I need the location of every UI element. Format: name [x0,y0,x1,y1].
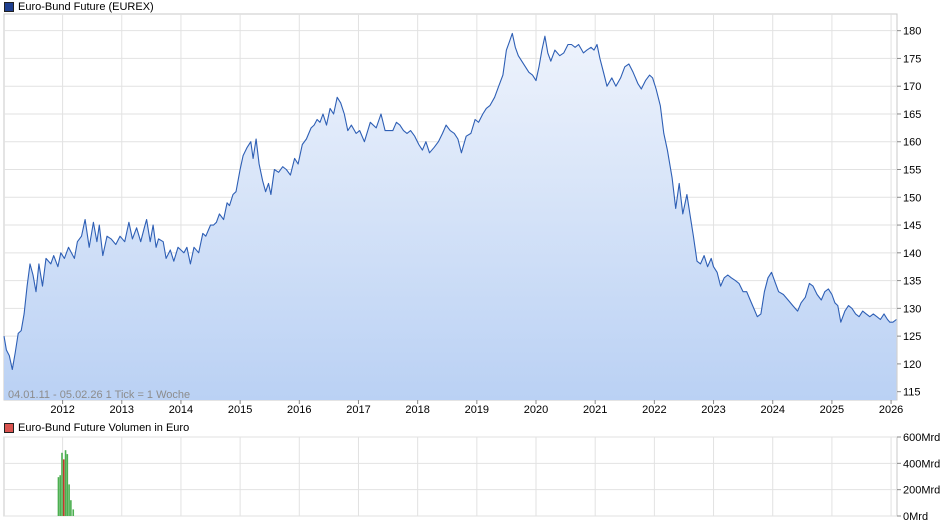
volume-legend: Euro-Bund Future Volumen in Euro [4,422,189,434]
price-y-tick-label: 155 [903,165,921,177]
x-tick-label: 2020 [524,404,548,416]
price-y-tick-label: 150 [903,192,921,204]
volume-bar [68,484,70,516]
volume-bar [57,477,60,516]
volume-legend-swatch [4,423,14,433]
volume-bar [61,452,63,516]
price-y-tick-label: 180 [903,26,921,38]
price-y-tick-label: 140 [903,248,921,260]
volume-plot-frame [3,436,898,517]
price-y-tick-label: 130 [903,303,921,315]
price-y-tick-label: 115 [903,387,921,399]
price-y-tick-label: 170 [903,81,921,93]
volume-y-tick-label: 0Mrd [903,511,928,523]
x-tick-label: 2017 [346,404,370,416]
price-legend: Euro-Bund Future (EUREX) [4,1,154,13]
volume-bar [66,454,69,516]
x-tick-label: 2024 [760,404,784,416]
x-tick-label: 2022 [642,404,666,416]
price-legend-label: Euro-Bund Future (EUREX) [18,1,154,13]
x-tick-label: 2012 [50,404,74,416]
price-y-tick-label: 125 [903,331,921,343]
price-area [4,33,897,401]
x-tick-label: 2018 [405,404,429,416]
volume-y-tick-label: 600Mrd [903,432,940,444]
x-tick-label: 2023 [701,404,725,416]
volume-bar [62,459,65,516]
price-y-tick-label: 120 [903,359,921,371]
volume-bar [70,500,72,516]
x-tick-label: 2025 [820,404,844,416]
volume-bar [59,475,62,516]
x-tick-label: 2021 [583,404,607,416]
period-info-label: 04.01.11 - 05.02.26 1 Tick = 1 Woche [8,389,190,401]
x-tick-label: 2026 [879,404,903,416]
x-tick-label: 2016 [287,404,311,416]
price-line [3,32,897,371]
price-y-tick-label: 135 [903,276,921,288]
price-y-tick-label: 145 [903,220,921,232]
x-tick-label: 2015 [228,404,252,416]
x-tick-label: 2019 [465,404,489,416]
price-legend-swatch [4,2,14,12]
volume-bar [64,450,67,516]
price-y-tick-label: 160 [903,137,921,149]
volume-y-tick-label: 400Mrd [903,458,940,470]
x-tick-label: 2014 [169,404,193,416]
price-y-tick-label: 165 [903,109,921,121]
volume-legend-label: Euro-Bund Future Volumen in Euro [18,422,190,434]
x-tick-label: 2013 [110,404,134,416]
volume-y-tick-label: 200Mrd [903,485,940,497]
price-y-tick-label: 175 [903,53,921,65]
volume-bar [72,509,75,516]
